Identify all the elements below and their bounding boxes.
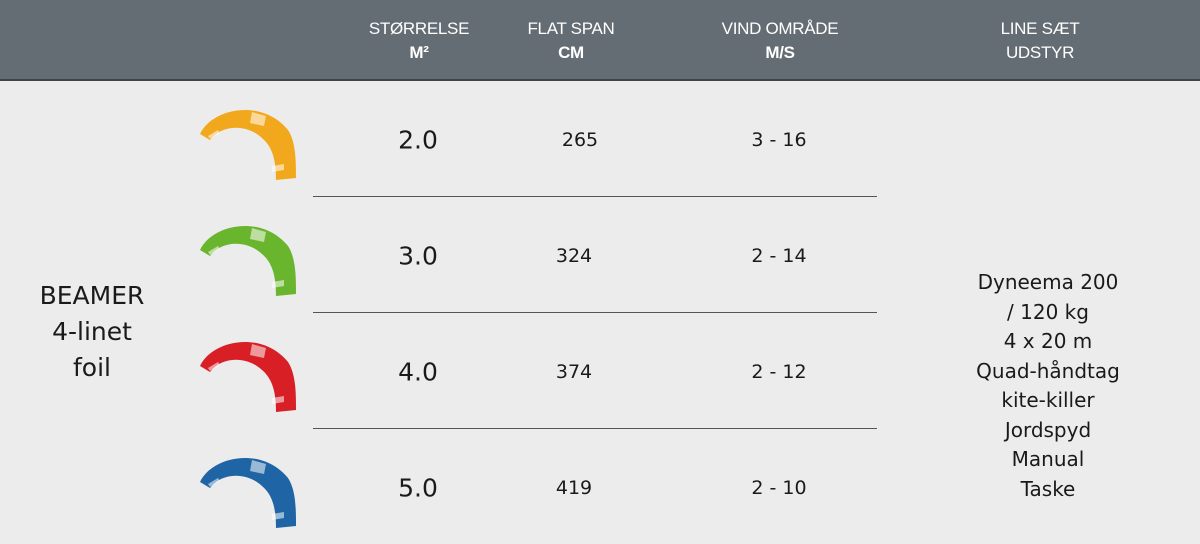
header-wind: VIND OMRÅDE M/S [722,17,839,65]
equipment-item: Dyneema 200 / 120 kg [977,270,1119,324]
kite-canopy [200,109,296,180]
equipment-item: Jordspyd [1004,417,1092,442]
header-span: FLAT SPAN CM [527,17,614,65]
kite-image [200,225,296,296]
equipment-item: Quad-håndtag [976,358,1120,383]
size-value: 4.0 [398,357,438,387]
header-lines-unit: UDSTYR [1005,43,1075,62]
kite-logo [208,344,284,404]
header-size: STØRRELSE M² [368,17,470,65]
kite-canopy [200,457,296,528]
header-lines: LINE SÆT UDSTYR [1001,17,1080,65]
equipment-item: Taske [1020,476,1076,501]
wind-value: 2 - 12 [751,361,807,383]
model-line: BEAMER [39,281,145,310]
model-name: BEAMER 4-linet foil [40,278,145,386]
header-lines-label: LINE SÆT [1000,19,1080,38]
kite-logo [208,228,284,288]
row-divider [313,196,877,197]
equipment-item: kite-killer [1001,388,1095,412]
kite-canopy [200,225,296,296]
span-value: 419 [555,477,593,499]
row-divider [313,312,877,313]
kite-logo [208,112,284,172]
header-wind-unit: M/S [765,43,795,62]
kite-image [200,457,296,528]
model-line: 4-linet [52,317,132,346]
kite-image [200,341,296,412]
span-value: 324 [555,245,593,267]
kite-image [200,109,296,180]
header-size-unit: M² [409,43,429,62]
span-value: 374 [555,361,593,383]
wind-value: 2 - 10 [751,477,807,499]
header-wind-label: VIND OMRÅDE [721,19,839,38]
kite-logo [208,460,284,520]
table-header: STØRRELSE M² FLAT SPAN CM VIND OMRÅDE M/S L… [0,0,1200,81]
header-span-label: FLAT SPAN [527,19,615,38]
row-divider [313,428,877,429]
header-span-unit: CM [558,43,584,62]
size-value: 3.0 [398,241,438,271]
span-value: 265 [561,129,599,151]
size-value: 2.0 [398,125,438,155]
model-line: foil [72,353,111,382]
wind-value: 2 - 14 [751,245,807,267]
wind-value: 3 - 16 [751,129,807,151]
equipment-item: 4 x 20 m [1003,329,1093,353]
size-value: 5.0 [398,473,438,503]
equipment-item: Manual [1011,447,1085,471]
header-size-label: STØRRELSE [368,19,470,38]
equipment-list: Dyneema 200 / 120 kg 4 x 20 m Quad-håndt… [972,268,1124,504]
kite-canopy [200,341,296,412]
